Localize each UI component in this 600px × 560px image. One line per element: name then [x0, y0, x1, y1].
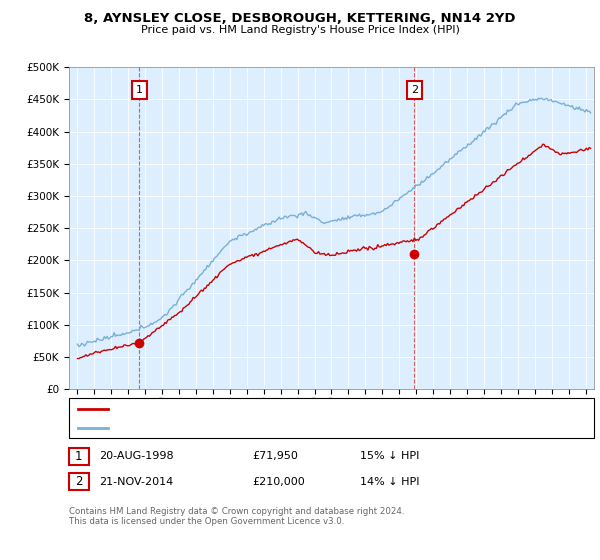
- Text: 14% ↓ HPI: 14% ↓ HPI: [360, 477, 419, 487]
- Text: 1: 1: [75, 450, 83, 463]
- Text: 20-AUG-1998: 20-AUG-1998: [100, 451, 174, 461]
- Text: 2: 2: [75, 475, 83, 488]
- Text: 1: 1: [136, 85, 143, 95]
- Text: HPI: Average price, detached house, North Northamptonshire: HPI: Average price, detached house, Nort…: [114, 423, 415, 433]
- Text: 8, AYNSLEY CLOSE, DESBOROUGH, KETTERING, NN14 2YD (detached house): 8, AYNSLEY CLOSE, DESBOROUGH, KETTERING,…: [114, 404, 487, 414]
- Text: 15% ↓ HPI: 15% ↓ HPI: [360, 451, 419, 461]
- Text: Price paid vs. HM Land Registry's House Price Index (HPI): Price paid vs. HM Land Registry's House …: [140, 25, 460, 35]
- Text: £71,950: £71,950: [252, 451, 298, 461]
- Text: 21-NOV-2014: 21-NOV-2014: [100, 477, 174, 487]
- Text: 2: 2: [411, 85, 418, 95]
- Text: £210,000: £210,000: [252, 477, 305, 487]
- Text: Contains HM Land Registry data © Crown copyright and database right 2024.
This d: Contains HM Land Registry data © Crown c…: [69, 507, 404, 526]
- Text: 8, AYNSLEY CLOSE, DESBOROUGH, KETTERING, NN14 2YD: 8, AYNSLEY CLOSE, DESBOROUGH, KETTERING,…: [84, 12, 516, 25]
